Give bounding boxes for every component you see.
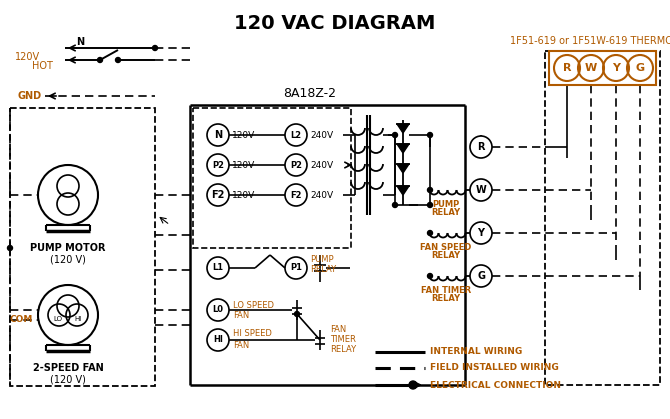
Text: TIMER: TIMER	[330, 336, 356, 344]
Text: PUMP: PUMP	[432, 200, 460, 209]
Text: F2: F2	[211, 190, 224, 200]
Text: FAN TIMER: FAN TIMER	[421, 286, 471, 295]
Text: 240V: 240V	[310, 191, 333, 199]
Text: FAN: FAN	[233, 341, 249, 349]
Bar	[10, 108, 155, 386]
Polygon shape	[397, 144, 409, 153]
Text: N: N	[76, 37, 84, 47]
Bar	[545, 51, 660, 385]
Text: L2: L2	[290, 130, 302, 140]
Text: HI: HI	[213, 336, 223, 344]
Circle shape	[115, 57, 121, 62]
Text: (120 V): (120 V)	[50, 254, 86, 264]
Circle shape	[427, 274, 433, 279]
Circle shape	[427, 202, 433, 207]
Text: FAN: FAN	[330, 326, 346, 334]
Text: 120 VAC DIAGRAM: 120 VAC DIAGRAM	[234, 14, 436, 33]
Polygon shape	[397, 186, 409, 195]
Text: 120V: 120V	[232, 160, 255, 170]
Text: Y: Y	[478, 228, 484, 238]
Text: COM: COM	[10, 316, 34, 324]
Text: FAN SPEED: FAN SPEED	[420, 243, 472, 252]
Circle shape	[295, 311, 299, 316]
Text: (120 V): (120 V)	[50, 374, 86, 384]
Text: RELAY: RELAY	[431, 294, 460, 303]
Text: L1: L1	[212, 264, 224, 272]
Text: 240V: 240V	[310, 160, 333, 170]
Text: L0: L0	[212, 305, 224, 315]
Polygon shape	[397, 124, 409, 133]
Text: HOT: HOT	[32, 61, 53, 71]
Text: FAN: FAN	[233, 310, 249, 320]
Text: HI SPEED: HI SPEED	[233, 328, 272, 337]
Text: W: W	[585, 63, 597, 73]
Text: RELAY: RELAY	[431, 251, 460, 260]
Circle shape	[427, 187, 433, 192]
Text: 240V: 240V	[310, 130, 333, 140]
Text: PUMP: PUMP	[310, 256, 334, 264]
Text: RELAY: RELAY	[310, 266, 336, 274]
Text: F2: F2	[290, 191, 302, 199]
Text: RELAY: RELAY	[330, 346, 356, 354]
Text: 1F51-619 or 1F51W-619 THERMOSTAT: 1F51-619 or 1F51W-619 THERMOSTAT	[510, 36, 670, 46]
Text: GND: GND	[18, 91, 42, 101]
Text: W: W	[476, 185, 486, 195]
Text: RELAY: RELAY	[431, 208, 460, 217]
Text: ELECTRICAL CONNECTION: ELECTRICAL CONNECTION	[430, 380, 561, 390]
Circle shape	[7, 246, 13, 251]
Text: PUMP MOTOR: PUMP MOTOR	[30, 243, 106, 253]
Text: R: R	[563, 63, 572, 73]
Text: HI: HI	[74, 316, 82, 322]
Text: R: R	[477, 142, 485, 152]
Text: G: G	[635, 63, 645, 73]
Text: 120V: 120V	[232, 130, 255, 140]
Text: N: N	[214, 130, 222, 140]
Text: G: G	[477, 271, 485, 281]
Circle shape	[427, 230, 433, 235]
Circle shape	[393, 132, 397, 137]
Bar	[193, 108, 351, 248]
Circle shape	[409, 381, 417, 389]
Circle shape	[98, 57, 103, 62]
Text: P2: P2	[212, 160, 224, 170]
Polygon shape	[397, 164, 409, 173]
Circle shape	[153, 46, 157, 51]
Text: 120V: 120V	[232, 191, 255, 199]
Text: P2: P2	[290, 160, 302, 170]
Circle shape	[393, 202, 397, 207]
Bar	[549, 51, 656, 85]
Text: 2-SPEED FAN: 2-SPEED FAN	[33, 363, 103, 373]
Text: P1: P1	[290, 264, 302, 272]
Text: 120V: 120V	[15, 52, 40, 62]
Text: LO SPEED: LO SPEED	[233, 300, 274, 310]
Text: INTERNAL WIRING: INTERNAL WIRING	[430, 347, 522, 357]
Text: FIELD INSTALLED WIRING: FIELD INSTALLED WIRING	[430, 364, 559, 372]
Text: Y: Y	[612, 63, 620, 73]
Circle shape	[427, 132, 433, 137]
Text: LO: LO	[54, 316, 62, 322]
Text: 8A18Z-2: 8A18Z-2	[283, 87, 336, 100]
